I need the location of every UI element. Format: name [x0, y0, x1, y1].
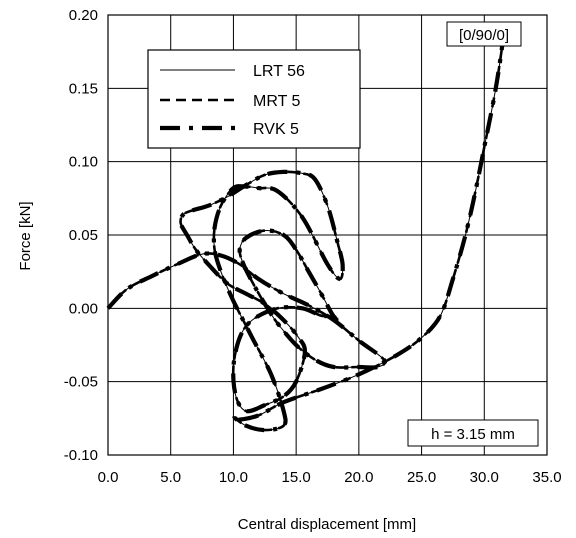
y-tick-label: 0.00 — [69, 300, 98, 317]
x-tick-label: 5.0 — [160, 469, 181, 486]
series-layer — [106, 29, 507, 433]
x-axis-label: Central displacement [mm] — [238, 516, 416, 533]
thickness-annotation: h = 3.15 mm — [407, 419, 539, 447]
x-tick-label: 30.0 — [470, 469, 499, 486]
layup-annotation: [0/90/0] — [446, 21, 522, 47]
x-tick-label: 25.0 — [407, 469, 436, 486]
layup-text: [0/90/0] — [459, 27, 509, 44]
series-line-lrt56 — [107, 29, 505, 431]
x-tick-label: 15.0 — [282, 469, 311, 486]
y-tick-label: -0.05 — [64, 374, 98, 391]
x-tick-label: 10.0 — [219, 469, 248, 486]
thickness-text: h = 3.15 mm — [431, 426, 515, 443]
x-tick-label: 35.0 — [532, 469, 561, 486]
x-tick-labels: 0.0 5.0 10.0 15.0 20.0 25.0 30.0 35.0 — [98, 469, 562, 486]
x-tick-label: 0.0 — [98, 469, 119, 486]
legend-label-rvk5: RVK 5 — [253, 121, 299, 138]
legend-label-mrt5: MRT 5 — [253, 93, 301, 110]
x-tick-label: 20.0 — [344, 469, 373, 486]
y-axis-label: Force [kN] — [17, 201, 34, 270]
y-tick-labels: -0.10 -0.05 0.00 0.05 0.10 0.15 0.20 — [64, 7, 98, 464]
y-tick-label: 0.05 — [69, 227, 98, 244]
y-tick-label: 0.15 — [69, 80, 98, 97]
legend: LRT 56 MRT 5 RVK 5 — [147, 49, 361, 149]
y-tick-label: 0.20 — [69, 7, 98, 24]
plot-frame — [107, 14, 548, 456]
legend-label-lrt56: LRT 56 — [253, 63, 305, 80]
y-tick-label: 0.10 — [69, 154, 98, 171]
y-tick-label: -0.10 — [64, 447, 98, 464]
